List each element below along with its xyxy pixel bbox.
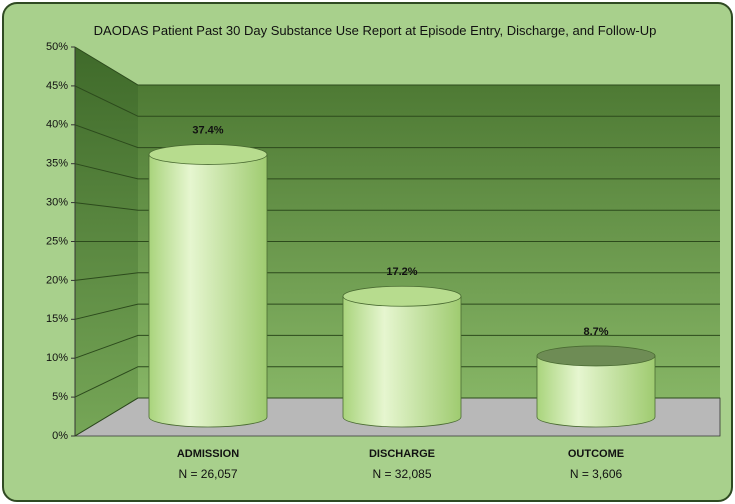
x-tick-note: N = 32,085 bbox=[372, 467, 431, 481]
y-tick-label: 25% bbox=[46, 235, 68, 247]
x-tick-note: N = 3,606 bbox=[570, 467, 623, 481]
y-tick-label: 35% bbox=[46, 158, 68, 170]
y-tick-label: 30% bbox=[46, 197, 68, 209]
bar bbox=[536, 355, 656, 428]
grid-line bbox=[74, 202, 720, 211]
grid-line bbox=[74, 303, 720, 320]
bar-top bbox=[342, 285, 462, 307]
y-tick-label: 50% bbox=[46, 41, 68, 53]
grid-line bbox=[74, 124, 720, 149]
x-tick-label: DISCHARGE bbox=[369, 448, 435, 460]
grid-line bbox=[74, 163, 720, 180]
y-tick-label: 15% bbox=[46, 313, 68, 325]
chart-title: DAODAS Patient Past 30 Day Substance Use… bbox=[93, 23, 657, 38]
grid-line bbox=[74, 85, 720, 117]
y-tick-label: 10% bbox=[46, 352, 68, 364]
grid-line bbox=[74, 46, 720, 86]
y-tick-label: 45% bbox=[46, 80, 68, 92]
grid-line bbox=[74, 334, 720, 359]
x-tick-label: ADMISSION bbox=[177, 448, 239, 460]
value-label: 8.7% bbox=[583, 326, 608, 338]
value-label: 37.4% bbox=[192, 124, 223, 136]
bar bbox=[342, 295, 462, 428]
bar bbox=[148, 154, 268, 428]
y-tick-label: 40% bbox=[46, 119, 68, 131]
grid-line bbox=[74, 397, 720, 437]
grid-line bbox=[74, 366, 720, 398]
x-tick-label: OUTCOME bbox=[568, 448, 624, 460]
bar-top bbox=[148, 144, 268, 165]
y-tick-label: 0% bbox=[52, 430, 68, 442]
y-tick-label: 5% bbox=[52, 391, 68, 403]
grid-line bbox=[74, 272, 720, 281]
bar-top bbox=[536, 345, 656, 367]
value-label: 17.2% bbox=[386, 266, 417, 278]
x-tick-note: N = 26,057 bbox=[178, 467, 237, 481]
y-tick-label: 20% bbox=[46, 274, 68, 286]
